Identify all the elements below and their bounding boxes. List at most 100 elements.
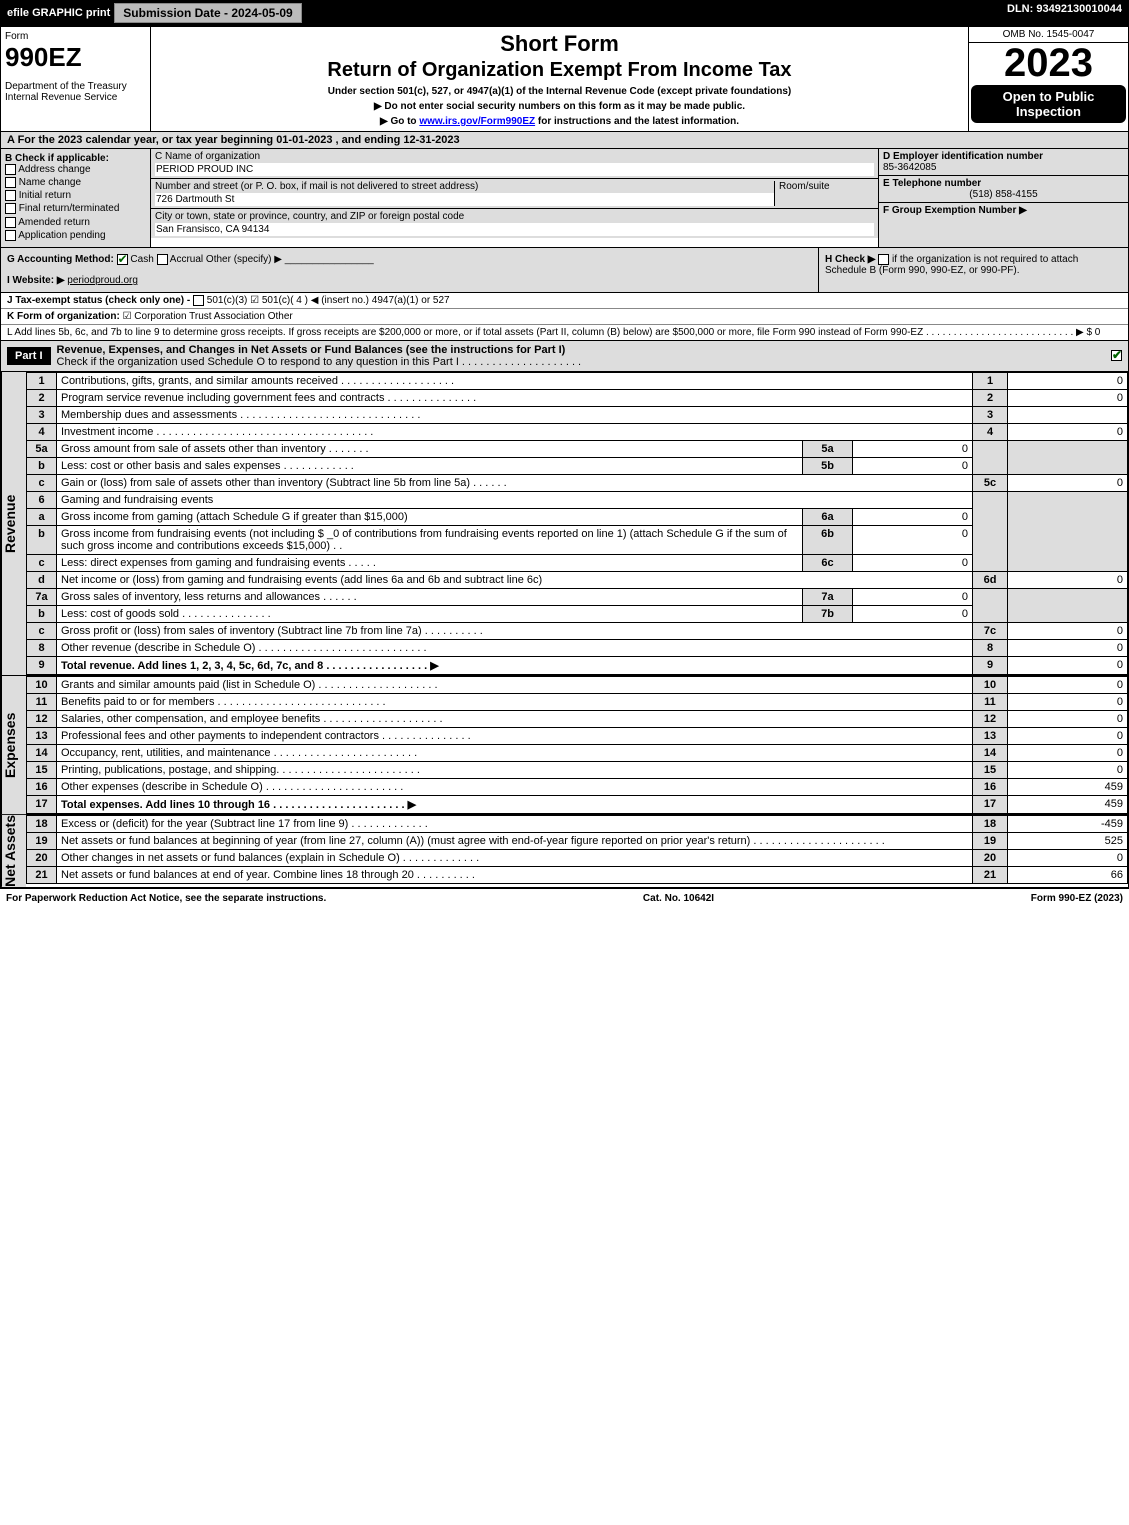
line-1-amt: 0 bbox=[1008, 372, 1128, 389]
line-14-amt: 0 bbox=[1008, 744, 1128, 761]
col-c-org-info: C Name of organization PERIOD PROUD INC … bbox=[151, 149, 878, 247]
cb-initial-return[interactable]: Initial return bbox=[5, 190, 146, 201]
city-state-zip: San Fransisco, CA 94134 bbox=[155, 223, 874, 236]
line-18-amt: -459 bbox=[1008, 815, 1128, 832]
part-1-title-row: Part I Revenue, Expenses, and Changes in… bbox=[1, 341, 1128, 372]
line-8-desc: Other revenue (describe in Schedule O) .… bbox=[57, 639, 973, 656]
line-6c-desc: Less: direct expenses from gaming and fu… bbox=[57, 554, 803, 571]
row-a-calendar-year: A For the 2023 calendar year, or tax yea… bbox=[1, 132, 1128, 149]
note-suffix: for instructions and the latest informat… bbox=[535, 116, 739, 127]
line-6d-amt: 0 bbox=[1008, 571, 1128, 588]
cb-accrual[interactable] bbox=[157, 254, 168, 265]
cell-city: City or town, state or province, country… bbox=[151, 209, 878, 238]
line-5c-amt: 0 bbox=[1008, 474, 1128, 491]
line-2-amt: 0 bbox=[1008, 389, 1128, 406]
row-k-org-form: K Form of organization: ☑ Corporation Tr… bbox=[1, 309, 1128, 325]
efile-label: efile GRAPHIC print bbox=[7, 7, 110, 19]
line-14-desc: Occupancy, rent, utilities, and maintena… bbox=[57, 744, 973, 761]
line-21-desc: Net assets or fund balances at end of ye… bbox=[57, 866, 973, 883]
line-9-desc: Total revenue. Add lines 1, 2, 3, 4, 5c,… bbox=[57, 656, 973, 674]
room-suite-label: Room/suite bbox=[774, 181, 874, 206]
sidebar-expenses: Expenses bbox=[1, 676, 26, 814]
sidebar-revenue: Revenue bbox=[1, 372, 26, 675]
top-bar: efile GRAPHIC print Submission Date - 20… bbox=[0, 0, 1129, 26]
cb-501c3[interactable] bbox=[193, 295, 204, 306]
part-1-title: Revenue, Expenses, and Changes in Net As… bbox=[57, 344, 566, 356]
line-7a-subval: 0 bbox=[853, 588, 973, 605]
row-i-label: I Website: ▶ bbox=[7, 275, 65, 286]
expenses-table: 10Grants and similar amounts paid (list … bbox=[26, 676, 1128, 814]
line-7c-desc: Gross profit or (loss) from sales of inv… bbox=[57, 622, 973, 639]
cell-org-name: C Name of organization PERIOD PROUD INC bbox=[151, 149, 878, 179]
line-17-amt: 459 bbox=[1008, 795, 1128, 813]
line-6b-subval: 0 bbox=[853, 525, 973, 554]
line-6d-desc: Net income or (loss) from gaming and fun… bbox=[57, 571, 973, 588]
cb-cash[interactable] bbox=[117, 254, 128, 265]
cb-name-change[interactable]: Name change bbox=[5, 177, 146, 188]
col-b-checkboxes: B Check if applicable: Address change Na… bbox=[1, 149, 151, 247]
title-return: Return of Organization Exempt From Incom… bbox=[155, 59, 964, 82]
tax-year: 2023 bbox=[969, 43, 1128, 83]
line-19-desc: Net assets or fund balances at beginning… bbox=[57, 832, 973, 849]
header-right: OMB No. 1545-0047 2023 Open to Public In… bbox=[968, 27, 1128, 131]
submission-date-button[interactable]: Submission Date - 2024-05-09 bbox=[114, 3, 301, 23]
irs-label: Internal Revenue Service bbox=[5, 92, 146, 103]
cell-phone: E Telephone number (518) 858-4155 bbox=[879, 176, 1128, 203]
line-6b-desc: Gross income from fundraising events (no… bbox=[57, 525, 803, 554]
line-10-amt: 0 bbox=[1008, 676, 1128, 693]
info-grid: B Check if applicable: Address change Na… bbox=[1, 149, 1128, 248]
line-15-amt: 0 bbox=[1008, 761, 1128, 778]
line-7c-amt: 0 bbox=[1008, 622, 1128, 639]
cb-schedule-b[interactable] bbox=[878, 254, 889, 265]
line-10-desc: Grants and similar amounts paid (list in… bbox=[57, 676, 973, 693]
irs-link[interactable]: www.irs.gov/Form990EZ bbox=[419, 116, 535, 127]
net-assets-table: 18Excess or (deficit) for the year (Subt… bbox=[26, 815, 1128, 884]
cell-ein: D Employer identification number 85-3642… bbox=[879, 149, 1128, 176]
line-2-desc: Program service revenue including govern… bbox=[57, 389, 973, 406]
row-j-tax-exempt: J Tax-exempt status (check only one) - 5… bbox=[1, 293, 1128, 309]
line-11-amt: 0 bbox=[1008, 693, 1128, 710]
line-11-desc: Benefits paid to or for members . . . . … bbox=[57, 693, 973, 710]
line-4-amt: 0 bbox=[1008, 423, 1128, 440]
cb-final-return[interactable]: Final return/terminated bbox=[5, 203, 146, 214]
footer-mid: Cat. No. 10642I bbox=[643, 893, 714, 904]
line-1-desc: Contributions, gifts, grants, and simila… bbox=[57, 372, 973, 389]
row-g-accounting: G Accounting Method: Cash Accrual Other … bbox=[1, 248, 818, 292]
line-3-desc: Membership dues and assessments . . . . … bbox=[57, 406, 973, 423]
line-4-desc: Investment income . . . . . . . . . . . … bbox=[57, 423, 973, 440]
section-revenue: Revenue 1Contributions, gifts, grants, a… bbox=[1, 372, 1128, 676]
line-7b-subval: 0 bbox=[853, 605, 973, 622]
form-label: Form bbox=[5, 31, 146, 42]
section-expenses: Expenses 10Grants and similar amounts pa… bbox=[1, 676, 1128, 815]
line-7b-desc: Less: cost of goods sold . . . . . . . .… bbox=[57, 605, 803, 622]
line-3-amt bbox=[1008, 406, 1128, 423]
part-1-check-note: Check if the organization used Schedule … bbox=[57, 356, 582, 368]
form-header: Form 990EZ Department of the Treasury In… bbox=[1, 27, 1128, 132]
line-18-desc: Excess or (deficit) for the year (Subtra… bbox=[57, 815, 973, 832]
org-name: PERIOD PROUD INC bbox=[155, 163, 874, 176]
cb-amended-return[interactable]: Amended return bbox=[5, 217, 146, 228]
footer-right: Form 990-EZ (2023) bbox=[1031, 893, 1123, 904]
line-13-amt: 0 bbox=[1008, 727, 1128, 744]
subtitle: Under section 501(c), 527, or 4947(a)(1)… bbox=[155, 86, 964, 97]
line-12-desc: Salaries, other compensation, and employ… bbox=[57, 710, 973, 727]
line-16-desc: Other expenses (describe in Schedule O) … bbox=[57, 778, 973, 795]
cb-schedule-o-part1[interactable] bbox=[1111, 350, 1122, 361]
line-6-desc: Gaming and fundraising events bbox=[57, 491, 973, 508]
part-1-header: Part I bbox=[7, 347, 51, 365]
cell-street: Number and street (or P. O. box, if mail… bbox=[151, 179, 878, 209]
line-20-amt: 0 bbox=[1008, 849, 1128, 866]
sidebar-net-assets: Net Assets bbox=[1, 815, 26, 887]
row-l-gross-receipts: L Add lines 5b, 6c, and 7b to line 9 to … bbox=[1, 325, 1128, 340]
title-short-form: Short Form bbox=[155, 31, 964, 57]
line-5c-desc: Gain or (loss) from sale of assets other… bbox=[57, 474, 973, 491]
form-number: 990EZ bbox=[5, 42, 146, 73]
line-20-desc: Other changes in net assets or fund bala… bbox=[57, 849, 973, 866]
cell-group-exemption: F Group Exemption Number ▶ bbox=[879, 203, 1128, 247]
cb-address-change[interactable]: Address change bbox=[5, 164, 146, 175]
line-19-amt: 525 bbox=[1008, 832, 1128, 849]
line-5a-subval: 0 bbox=[853, 440, 973, 457]
line-7a-desc: Gross sales of inventory, less returns a… bbox=[57, 588, 803, 605]
footer-left: For Paperwork Reduction Act Notice, see … bbox=[6, 893, 326, 904]
cb-application-pending[interactable]: Application pending bbox=[5, 230, 146, 241]
